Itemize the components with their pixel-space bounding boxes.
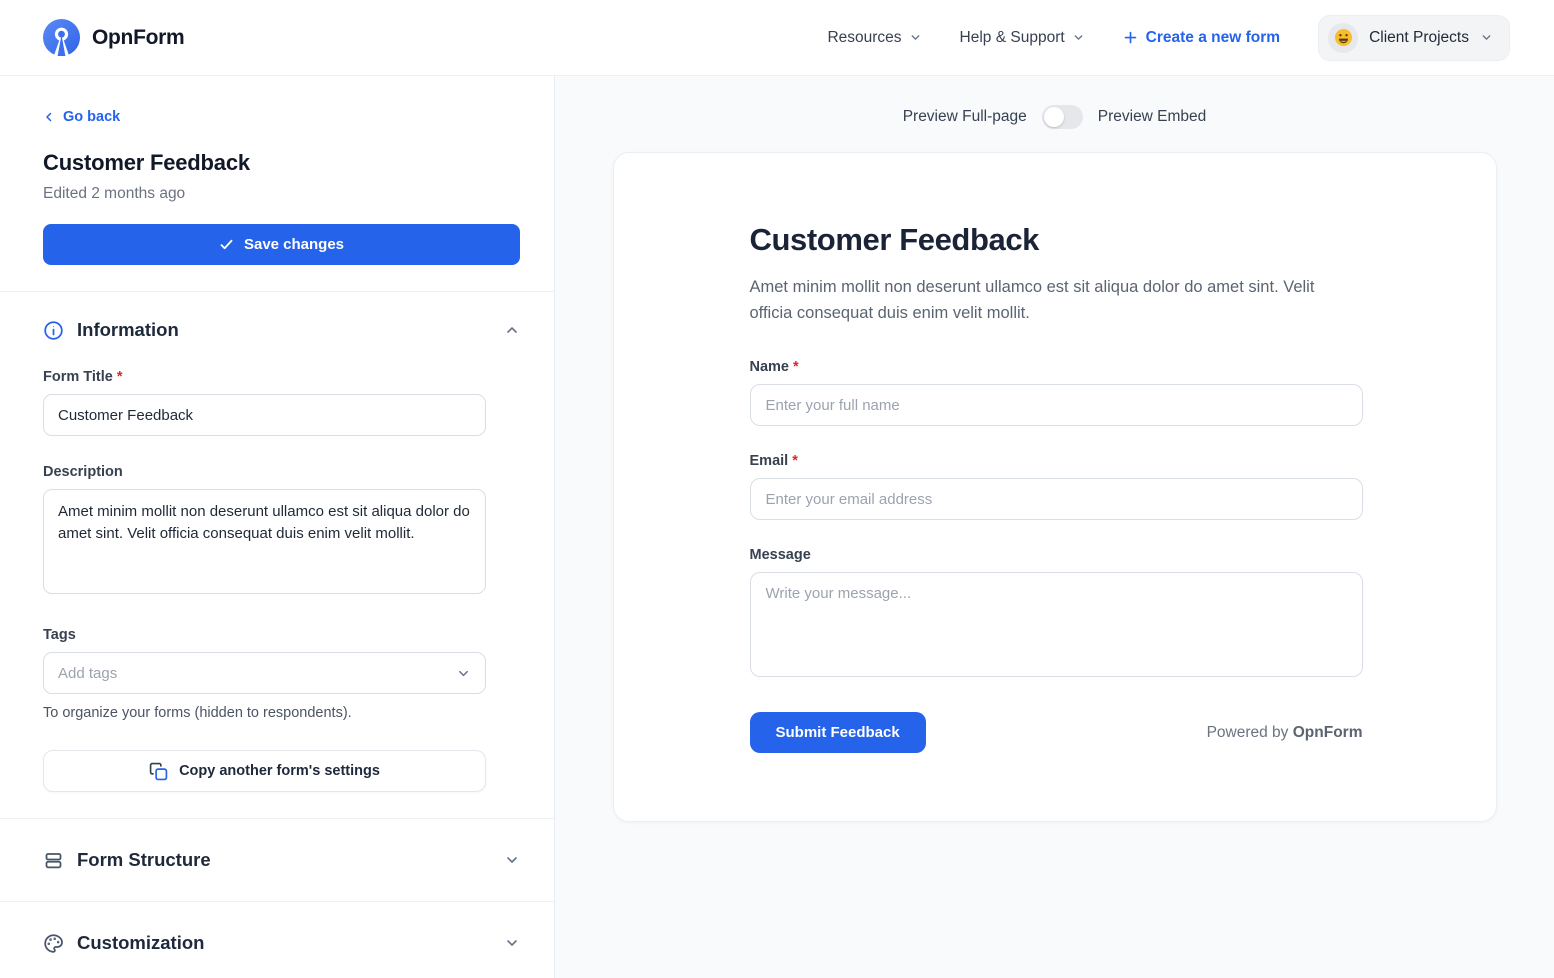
edited-timestamp: Edited 2 months ago xyxy=(43,185,186,202)
main-nav: Resources Help & Support Create a new fo… xyxy=(827,14,1510,61)
required-mark: * xyxy=(116,369,123,385)
toggle-knob xyxy=(1043,107,1064,127)
preview-mode-bar: Preview Full-page Preview Embed xyxy=(555,105,1554,129)
customization-section-header[interactable]: Customization xyxy=(0,902,554,978)
create-new-form-label: Create a new form xyxy=(1145,28,1281,46)
description-label: Description xyxy=(43,464,123,480)
powered-by: Powered by OpnForm xyxy=(1207,724,1363,742)
powered-by-text: Powered by xyxy=(1206,723,1289,741)
preview-fullpage-label: Preview Full-page xyxy=(902,108,1027,125)
required-mark: * xyxy=(792,453,798,470)
workspace-menu[interactable]: Client Projects xyxy=(1318,14,1510,61)
form-name-title: Customer Feedback xyxy=(43,150,250,175)
preview-panel: Preview Full-page Preview Embed Customer… xyxy=(555,76,1554,978)
tags-select[interactable]: Add tags xyxy=(43,652,486,694)
save-changes-label: Save changes xyxy=(243,236,345,253)
plus-icon xyxy=(1124,31,1136,44)
chevron-down-icon xyxy=(1482,35,1491,40)
create-new-form-button[interactable]: Create a new form xyxy=(1123,29,1280,47)
form-card-description: Amet minim mollit non deserunt ullamco e… xyxy=(749,278,1315,322)
resources-label: Resources xyxy=(827,28,902,46)
brand-name: OpnForm xyxy=(92,25,185,49)
form-title-label: Form Title * xyxy=(43,369,123,385)
chevron-down-icon xyxy=(459,670,468,676)
preview-embed-label: Preview Embed xyxy=(1097,108,1207,125)
tags-label: Tags xyxy=(43,627,76,643)
form-card-title: Customer Feedback xyxy=(749,222,1040,257)
smiley-emoji-icon xyxy=(1334,28,1352,47)
info-icon xyxy=(44,320,63,340)
stacked-rows-icon xyxy=(45,852,62,868)
sidebar-header: Go back Customer Feedback Edited 2 month… xyxy=(0,76,554,292)
message-field-label: Message xyxy=(749,547,811,564)
brand[interactable]: OpnForm xyxy=(43,19,185,56)
name-field-label: Name * xyxy=(749,359,799,376)
opnform-logo-icon xyxy=(43,19,80,56)
form-structure-section-header[interactable]: Form Structure xyxy=(0,819,554,902)
submit-feedback-button[interactable]: Submit Feedback xyxy=(749,712,926,754)
chevron-down-icon xyxy=(911,35,919,40)
preview-mode-toggle[interactable] xyxy=(1041,105,1083,129)
form-card-footer: Submit Feedback Powered by OpnForm xyxy=(749,712,1363,754)
powered-by-brand: OpnForm xyxy=(1292,723,1363,741)
message-textarea[interactable] xyxy=(749,572,1363,678)
chevron-left-icon xyxy=(46,112,52,122)
top-navbar: OpnForm Resources Help & Support Create … xyxy=(0,0,1554,76)
required-mark: * xyxy=(793,359,799,376)
go-back-label: Go back xyxy=(63,109,121,125)
editor-sidebar: Go back Customer Feedback Edited 2 month… xyxy=(0,76,555,978)
workspace-avatar xyxy=(1328,22,1359,53)
customization-section-title: Customization xyxy=(77,932,205,953)
go-back-link[interactable]: Go back xyxy=(43,109,120,125)
name-input[interactable] xyxy=(749,384,1363,427)
copy-form-settings-button[interactable]: Copy another form's settings xyxy=(43,750,486,792)
resources-menu[interactable]: Resources xyxy=(827,29,921,47)
chevron-up-icon xyxy=(507,327,517,333)
chevron-down-icon xyxy=(507,857,517,863)
tags-placeholder: Add tags xyxy=(58,664,118,682)
content-area: Go back Customer Feedback Edited 2 month… xyxy=(0,76,1554,978)
information-section-header[interactable]: Information xyxy=(43,319,520,341)
email-field-label: Email * xyxy=(749,453,798,470)
chevron-down-icon xyxy=(1074,35,1083,40)
form-preview-card: Customer Feedback Amet minim mollit non … xyxy=(612,152,1497,823)
copy-icon xyxy=(149,762,168,780)
workspace-label: Client Projects xyxy=(1369,28,1469,46)
help-support-label: Help & Support xyxy=(959,28,1065,46)
tags-helper-text: To organize your forms (hidden to respon… xyxy=(43,705,352,721)
copy-form-settings-label: Copy another form's settings xyxy=(179,763,380,779)
email-input[interactable] xyxy=(749,478,1363,521)
information-section: Information Form Title * Description Ame… xyxy=(0,292,554,819)
description-textarea[interactable]: Amet minim mollit non deserunt ullamco e… xyxy=(43,489,486,594)
chevron-down-icon xyxy=(507,940,517,946)
palette-icon xyxy=(44,933,63,953)
form-title-input[interactable] xyxy=(43,394,486,436)
information-section-title: Information xyxy=(77,319,179,340)
save-changes-button[interactable]: Save changes xyxy=(43,224,520,265)
form-structure-section-title: Form Structure xyxy=(77,849,211,870)
help-support-menu[interactable]: Help & Support xyxy=(960,29,1085,47)
check-icon xyxy=(220,239,233,250)
